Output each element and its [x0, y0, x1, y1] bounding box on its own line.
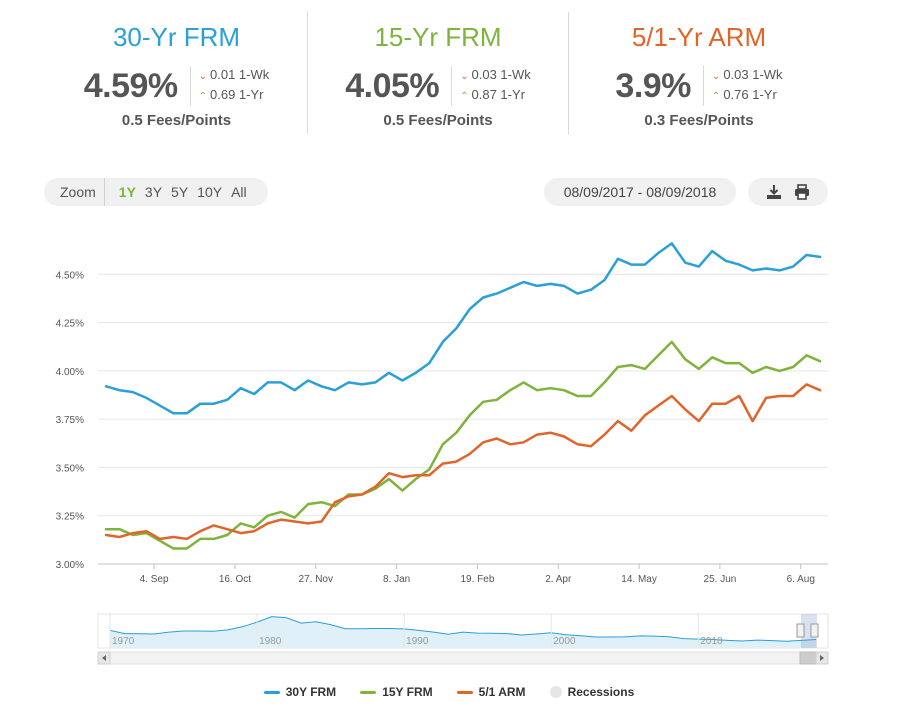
- rate-main: 3.9% ⌄ 0.03 1-Wk ⌃ 0.76 1-Yr: [569, 64, 829, 108]
- zoom-1y-button[interactable]: 1Y: [118, 184, 136, 200]
- chevron-down-icon: ⌄: [460, 71, 469, 82]
- date-range-button[interactable]: 08/09/2017 - 08/09/2018: [544, 178, 736, 206]
- export-toolbar: [748, 178, 828, 206]
- rate-fees: 0.3 Fees/Points: [644, 112, 754, 129]
- y-tick-label: 3.75%: [56, 415, 84, 426]
- chevron-up-icon: ⌃: [198, 91, 208, 102]
- rate-changes: ⌄ 0.01 1-Wk ⌃ 0.69 1-Yr: [189, 66, 270, 106]
- y-tick-label: 3.00%: [56, 560, 84, 571]
- rate-summary: 30-Yr FRM 4.59% ⌄ 0.01 1-Wk ⌃ 0.69 1-Yr 0.…: [46, 12, 830, 134]
- rate-changes: ⌄ 0.03 1-Wk ⌃ 0.76 1-Yr: [702, 66, 783, 106]
- rate-value: 4.59%: [83, 66, 178, 105]
- legend-label: 15Y FRM: [382, 685, 433, 699]
- rate-changes: ⌄ 0.03 1-Wk ⌃ 0.87 1-Yr: [451, 66, 531, 106]
- rate-card-30yr: 30-Yr FRM 4.59% ⌄ 0.01 1-Wk ⌃ 0.69 1-Yr 0.…: [46, 12, 307, 134]
- arrow-left-icon: [102, 655, 106, 661]
- x-tick-label: 27. Nov: [299, 574, 333, 585]
- x-tick-label: 8. Jan: [383, 574, 410, 585]
- x-tick-label: 19. Feb: [460, 574, 494, 585]
- legend-label: Recessions: [567, 685, 635, 699]
- series-line-15y-frm: [104, 340, 822, 550]
- download-icon[interactable]: [766, 184, 782, 200]
- chart-navigator[interactable]: 1970 1980 1990 2000 2010: [0, 608, 898, 672]
- chevron-up-icon: ⌃: [711, 91, 721, 102]
- zoom-all-button[interactable]: All: [231, 184, 247, 200]
- navigator-year-label: 1970: [112, 636, 135, 647]
- navigator-year-label: 1990: [406, 636, 429, 647]
- year-change: 0.87 1-Yr: [471, 87, 525, 102]
- rate-fees: 0.5 Fees/Points: [121, 112, 232, 129]
- rate-value: 3.9%: [615, 66, 691, 105]
- y-tick-label: 4.00%: [56, 367, 84, 378]
- y-tick-label: 3.50%: [56, 463, 84, 474]
- arrow-right-icon: [820, 655, 824, 661]
- legend-swatch: [360, 690, 377, 694]
- rate-card-15yr: 15-Yr FRM 4.05% ⌄ 0.03 1-Wk ⌃ 0.87 1-Yr 0.…: [307, 12, 568, 134]
- rate-main: 4.59% ⌄ 0.01 1-Wk ⌃ 0.69 1-Yr: [46, 64, 307, 108]
- legend-item-arm[interactable]: 5/1 ARM: [456, 685, 526, 699]
- legend-label: 5/1 ARM: [478, 685, 526, 699]
- scrollbar-thumb: [799, 651, 817, 665]
- y-tick-label: 4.25%: [56, 319, 84, 330]
- series-line-30y-frm: [104, 242, 822, 415]
- chart-legend: 30Y FRM 15Y FRM 5/1 ARM Recessions: [0, 682, 898, 702]
- chevron-up-icon: ⌃: [460, 91, 469, 102]
- year-change: 0.76 1-Yr: [723, 87, 777, 102]
- zoom-10y-button[interactable]: 10Y: [197, 184, 223, 200]
- legend-item-15y[interactable]: 15Y FRM: [360, 685, 433, 699]
- rate-title: 15-Yr FRM: [374, 22, 502, 52]
- zoom-bar: Zoom 1Y 3Y 5Y 10Y All: [44, 178, 268, 206]
- chevron-down-icon: ⌄: [198, 71, 208, 82]
- plot-area: [98, 226, 828, 564]
- series-line-5-1-arm: [104, 383, 822, 541]
- legend-item-30y[interactable]: 30Y FRM: [263, 685, 337, 699]
- rate-fees: 0.5 Fees/Points: [383, 112, 493, 129]
- rate-history-chart[interactable]: 3.00% 3.25% 3.50% 3.75% 4.00% 4.25% 4.50% 4. Se…: [0, 220, 898, 592]
- x-tick-label: 14. May: [621, 574, 657, 585]
- y-tick-label: 3.25%: [56, 512, 84, 523]
- y-tick-label: 4.50%: [56, 270, 84, 281]
- year-change: 0.69 1-Yr: [210, 87, 264, 102]
- rate-card-arm: 5/1-Yr ARM 3.9% ⌄ 0.03 1-Wk ⌃ 0.76 1-Yr 0.…: [568, 12, 829, 134]
- legend-label: 30Y FRM: [285, 685, 337, 699]
- week-change: 0.03 1-Wk: [471, 67, 531, 82]
- x-tick-label: 4. Sep: [140, 574, 169, 585]
- legend-swatch: [549, 686, 562, 698]
- rate-title: 5/1-Yr ARM: [631, 22, 767, 52]
- navigator-year-label: 2000: [553, 636, 576, 647]
- x-tick-label: 2. Apr: [545, 574, 572, 585]
- zoom-3y-button[interactable]: 3Y: [144, 184, 163, 200]
- rate-value: 4.05%: [345, 66, 440, 105]
- week-change: 0.03 1-Wk: [723, 67, 783, 82]
- legend-item-recessions[interactable]: Recessions: [549, 685, 635, 699]
- legend-swatch: [263, 690, 280, 694]
- print-icon[interactable]: [794, 184, 810, 200]
- navigator-handle: [810, 623, 819, 638]
- x-tick-label: 25. Jun: [704, 574, 737, 585]
- zoom-5y-button[interactable]: 5Y: [171, 184, 189, 200]
- navigator-handle: [796, 623, 805, 638]
- rate-main: 4.05% ⌄ 0.03 1-Wk ⌃ 0.87 1-Yr: [308, 64, 568, 108]
- zoom-label: Zoom: [44, 178, 105, 206]
- navigator-year-label: 2010: [700, 636, 723, 647]
- navigator-year-label: 1980: [259, 636, 282, 647]
- scrollbar-track: [97, 651, 829, 665]
- rate-title: 30-Yr FRM: [112, 22, 241, 52]
- chevron-down-icon: ⌄: [711, 71, 721, 82]
- navigator-selection: [801, 614, 817, 648]
- x-tick-label: 6. Aug: [787, 574, 815, 585]
- x-tick-label: 16. Oct: [219, 574, 251, 585]
- legend-swatch: [456, 690, 473, 694]
- week-change: 0.01 1-Wk: [210, 67, 270, 82]
